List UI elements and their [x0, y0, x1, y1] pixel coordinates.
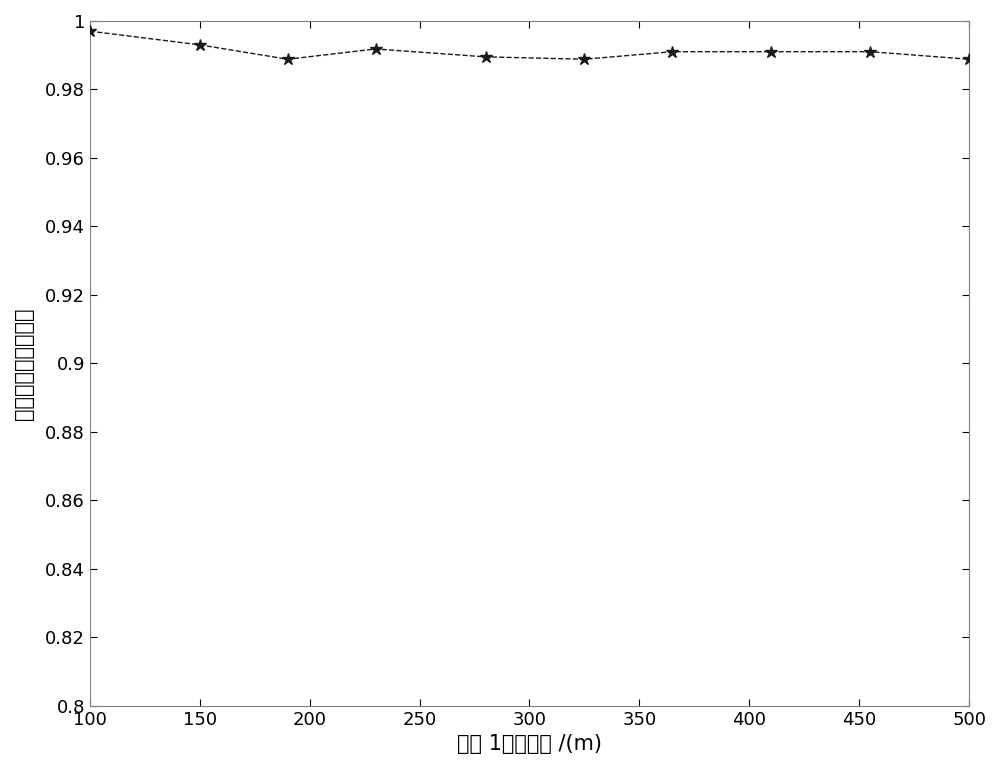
X-axis label: 雷达 1测距精度 /(m): 雷达 1测距精度 /(m)	[457, 734, 602, 754]
Y-axis label: 虚假航迹正确识别率: 虚假航迹正确识别率	[14, 307, 34, 419]
